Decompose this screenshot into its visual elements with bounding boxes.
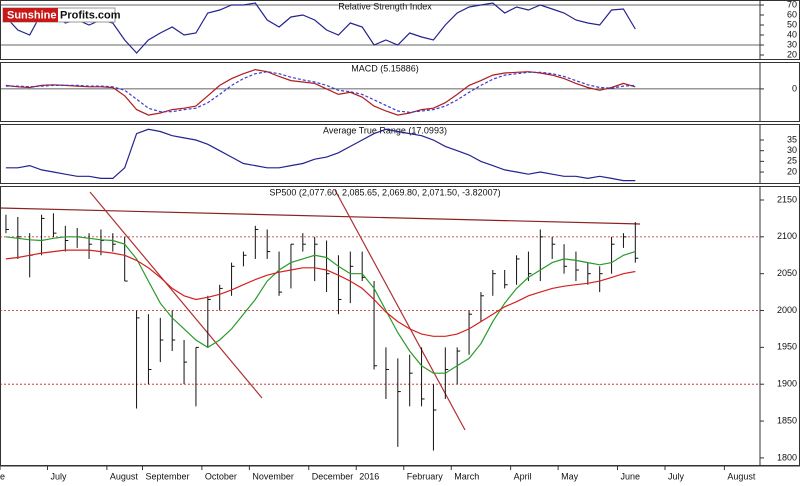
y-tick-label: 25: [787, 156, 797, 166]
y-tick-label: 35: [787, 134, 797, 144]
panel-title: Average True Range (17.0993): [323, 125, 447, 135]
y-tick-label: 2000: [777, 305, 797, 315]
y-tick-label: 1950: [777, 342, 797, 352]
logo-badge: [3, 8, 58, 22]
logo-domain: Profits.com: [60, 9, 121, 21]
trend-line: [334, 189, 466, 431]
y-tick-label: 30: [787, 145, 797, 155]
logo: Sunshine Profits.com: [2, 7, 121, 23]
x-tick-label: December: [312, 471, 354, 481]
x-tick-label: July: [668, 471, 685, 481]
x-tick-label: September: [146, 471, 190, 481]
x-tick-label: April: [514, 471, 532, 481]
x-tick-label: February: [407, 471, 444, 481]
trend-line: [89, 191, 263, 399]
y-tick-label: 70: [787, 0, 797, 9]
y-tick-label: 50: [787, 19, 797, 29]
logo-brand: Sunshine: [7, 9, 57, 21]
x-tick-label: e: [0, 471, 5, 481]
y-tick-label: 20: [787, 49, 797, 59]
series-line: [5, 249, 636, 337]
y-tick-label: 1850: [777, 415, 797, 425]
x-tick-label: August: [110, 471, 139, 481]
y-tick-label: 2150: [777, 194, 797, 204]
x-tick-label: November: [252, 471, 294, 481]
y-tick-label: 2100: [777, 231, 797, 241]
series-line: [5, 236, 636, 374]
panel-title: MACD (5.15886): [351, 63, 419, 73]
y-tick-label: 2050: [777, 268, 797, 278]
panel-title: Relative Strength Index: [338, 1, 432, 11]
y-tick-label: 1900: [777, 379, 797, 389]
y-tick-label: 1800: [777, 452, 797, 462]
y-tick-label: 0: [792, 83, 797, 93]
x-tick-label: August: [727, 471, 756, 481]
y-tick-label: 30: [787, 39, 797, 49]
y-tick-label: 40: [787, 29, 797, 39]
x-tick-label: October: [205, 471, 237, 481]
series-line: [5, 71, 636, 113]
y-tick-label: 60: [787, 9, 797, 19]
panel-title: SP500 (2,077.60, 2,085.65, 2,069.80, 2,0…: [269, 187, 500, 197]
x-tick-label: 2016: [359, 471, 379, 481]
x-tick-label: July: [51, 471, 68, 481]
x-tick-label: May: [561, 471, 579, 481]
trend-line: [0, 207, 641, 225]
y-tick-label: 20: [787, 166, 797, 176]
series-line: [5, 128, 636, 182]
x-tick-label: June: [621, 471, 641, 481]
x-tick-label: March: [454, 471, 479, 481]
